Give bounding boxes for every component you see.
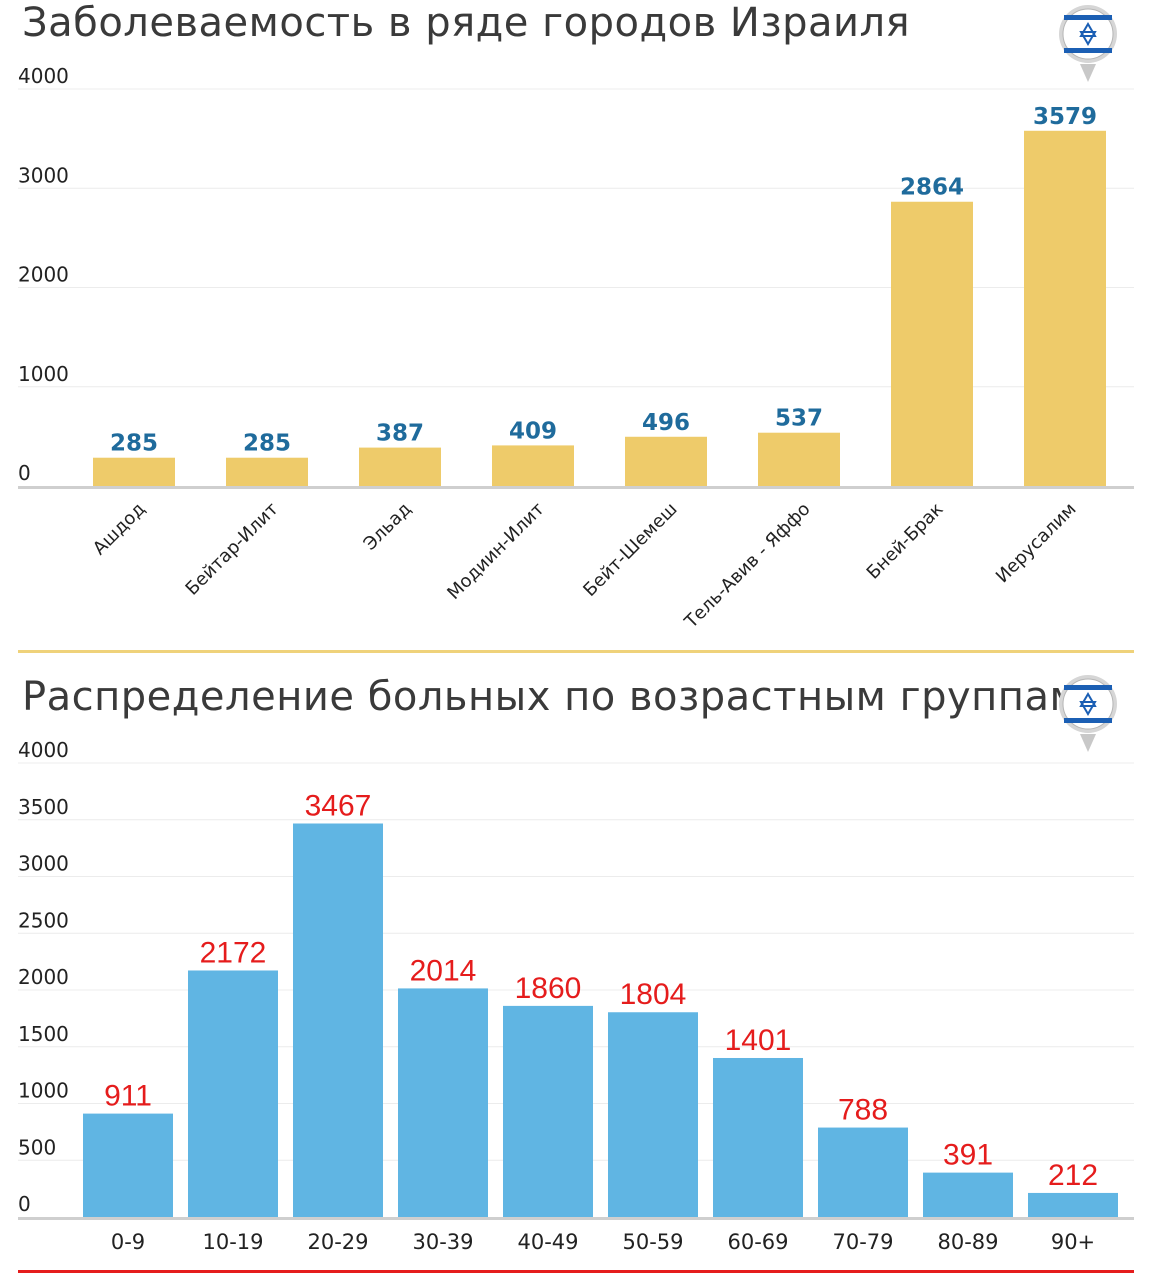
data-label: 212: [1048, 1159, 1098, 1192]
data-label: 2172: [200, 936, 267, 969]
bar: [83, 1113, 173, 1217]
israel-flag-pin-icon: [1059, 5, 1117, 82]
bar: [293, 823, 383, 1217]
x-tick-label: 20-29: [307, 1230, 368, 1254]
x-tick-label: 60-69: [727, 1230, 788, 1254]
x-tick-label: 70-79: [832, 1230, 893, 1254]
data-label: 911: [104, 1080, 152, 1113]
bar: [891, 201, 973, 487]
cities-chart-panel: Заболеваемость в ряде городов Израиля 0 1…: [18, 0, 1134, 653]
y-tick-label: 4000: [18, 738, 69, 762]
x-tick-label: 80-89: [937, 1230, 998, 1254]
bar: [188, 970, 278, 1217]
y-tick-label: 1000: [18, 1079, 69, 1103]
data-label: 1860: [515, 972, 582, 1005]
data-label: 391: [943, 1139, 993, 1172]
data-label: 2014: [410, 954, 477, 987]
x-tick-label: 40-49: [517, 1230, 578, 1254]
section-divider: [18, 1270, 1134, 1273]
bar: [1028, 1192, 1118, 1217]
x-tick-label: 30-39: [412, 1230, 473, 1254]
cities-bar-chart: 0 1000 2000 3000 4000 285 Ашдод 285 Бейтар-Илит 3…: [18, 64, 1134, 633]
y-tick-label: 2000: [18, 965, 69, 989]
bar: [492, 445, 574, 486]
bar: [1024, 130, 1106, 487]
israel-flag-pin-icon: [1059, 675, 1117, 752]
bar: [503, 1005, 593, 1217]
x-tick-label: Бейт-Шемеш: [579, 499, 681, 601]
bar: [608, 1012, 698, 1217]
y-tick-label: 2000: [18, 263, 69, 287]
data-label: 3467: [305, 789, 372, 822]
x-tick-label: Модиин-Илит: [443, 499, 548, 604]
bar: [818, 1127, 908, 1217]
bar: [398, 988, 488, 1217]
x-tick-label: Ашдод: [89, 499, 150, 560]
ages-bar-chart: 0 500 1000 1500 2000 2500 3000 3500 4000 911 0-9 21…: [18, 738, 1134, 1254]
y-tick-label: 0: [18, 461, 31, 485]
data-label: 3579: [1033, 104, 1097, 130]
data-label: 409: [509, 418, 557, 444]
y-tick-label: 4000: [18, 64, 69, 88]
data-label: 788: [838, 1094, 888, 1127]
data-label: 1401: [725, 1024, 792, 1057]
data-label: 387: [376, 421, 424, 447]
y-tick-label: 3500: [18, 795, 69, 819]
bar: [758, 432, 840, 486]
data-label: 285: [110, 431, 158, 457]
bar: [93, 457, 175, 486]
y-tick-label: 2500: [18, 908, 69, 932]
data-label: 285: [243, 431, 291, 457]
data-label: 2864: [900, 175, 964, 201]
ages-chart-panel: Распределение больных по возрастным груп…: [0, 662, 1152, 1280]
y-tick-label: 0: [18, 1192, 31, 1216]
y-tick-label: 500: [18, 1135, 56, 1159]
y-tick-label: 1500: [18, 1022, 69, 1046]
x-tick-label: Тель-Авив - Яффо: [680, 499, 814, 633]
data-label: 537: [775, 406, 823, 432]
data-label: 1804: [620, 978, 687, 1011]
bar: [226, 457, 308, 486]
x-tick-label: 50-59: [622, 1230, 683, 1254]
bar: [625, 436, 707, 486]
x-tick-label: 90+: [1051, 1230, 1095, 1254]
x-tick-label: Бейтар-Илит: [182, 499, 283, 600]
data-label: 496: [642, 410, 690, 436]
x-tick-label: Иерусалим: [992, 499, 1081, 588]
bar: [359, 447, 441, 486]
y-tick-label: 3000: [18, 163, 69, 187]
x-tick-label: Бней-Брак: [863, 499, 948, 584]
x-tick-label: 0-9: [111, 1230, 145, 1254]
bar: [713, 1057, 803, 1217]
x-tick-label: Эльад: [360, 499, 416, 555]
x-tick-label: 10-19: [202, 1230, 263, 1254]
y-tick-label: 1000: [18, 362, 69, 386]
section-divider: [18, 650, 1134, 653]
chart-title-ages: Распределение больных по возрастным груп…: [22, 674, 1081, 720]
y-tick-label: 3000: [18, 852, 69, 876]
bar: [923, 1172, 1013, 1217]
chart-title-cities: Заболеваемость в ряде городов Израиля: [22, 0, 911, 46]
